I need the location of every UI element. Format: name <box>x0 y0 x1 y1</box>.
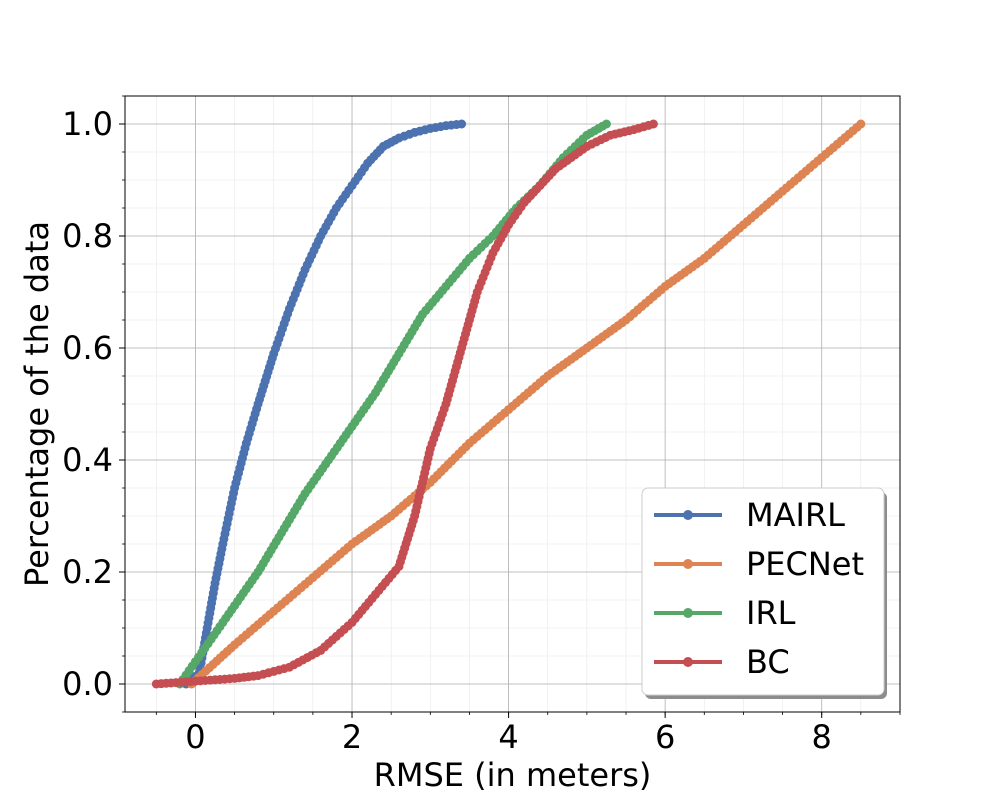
x-tick-label: 4 <box>498 718 518 756</box>
legend: MAIRL PECNet IRL BC <box>641 487 887 699</box>
series-pecnet <box>187 119 866 689</box>
legend-marker <box>683 559 693 569</box>
series-irl <box>175 119 611 689</box>
legend-label: IRL <box>746 594 796 632</box>
legend-label: BC <box>746 643 790 681</box>
y-axis-ticks: 0.0 0.2 0.4 0.6 0.8 1.0 <box>62 95 125 713</box>
x-axis-label: RMSE (in meters) <box>374 756 652 794</box>
series-mairl <box>181 119 467 689</box>
legend-label: PECNet <box>746 545 864 583</box>
legend-label: MAIRL <box>746 496 845 534</box>
y-tick-label: 0.6 <box>62 329 113 367</box>
y-tick-label: 0.2 <box>62 553 113 591</box>
series-bc <box>151 119 658 689</box>
data-point <box>648 119 658 129</box>
data-point <box>457 119 467 129</box>
y-tick-label: 1.0 <box>62 105 113 143</box>
legend-marker <box>683 510 693 520</box>
x-tick-label: 0 <box>185 718 205 756</box>
x-tick-label: 6 <box>655 718 675 756</box>
x-tick-label: 8 <box>812 718 832 756</box>
series-layer <box>151 119 866 689</box>
data-point <box>856 119 866 129</box>
y-tick-label: 0.4 <box>62 441 113 479</box>
x-tick-label: 2 <box>342 718 362 756</box>
x-axis-ticks: 0 2 4 6 8 <box>155 712 901 756</box>
legend-marker <box>683 657 693 667</box>
y-tick-label: 0.8 <box>62 217 113 255</box>
legend-box <box>641 487 885 696</box>
legend-marker <box>683 608 693 618</box>
y-axis-label: Percentage of the data <box>18 221 56 587</box>
y-tick-label: 0.0 <box>62 665 113 703</box>
data-point <box>601 119 611 129</box>
